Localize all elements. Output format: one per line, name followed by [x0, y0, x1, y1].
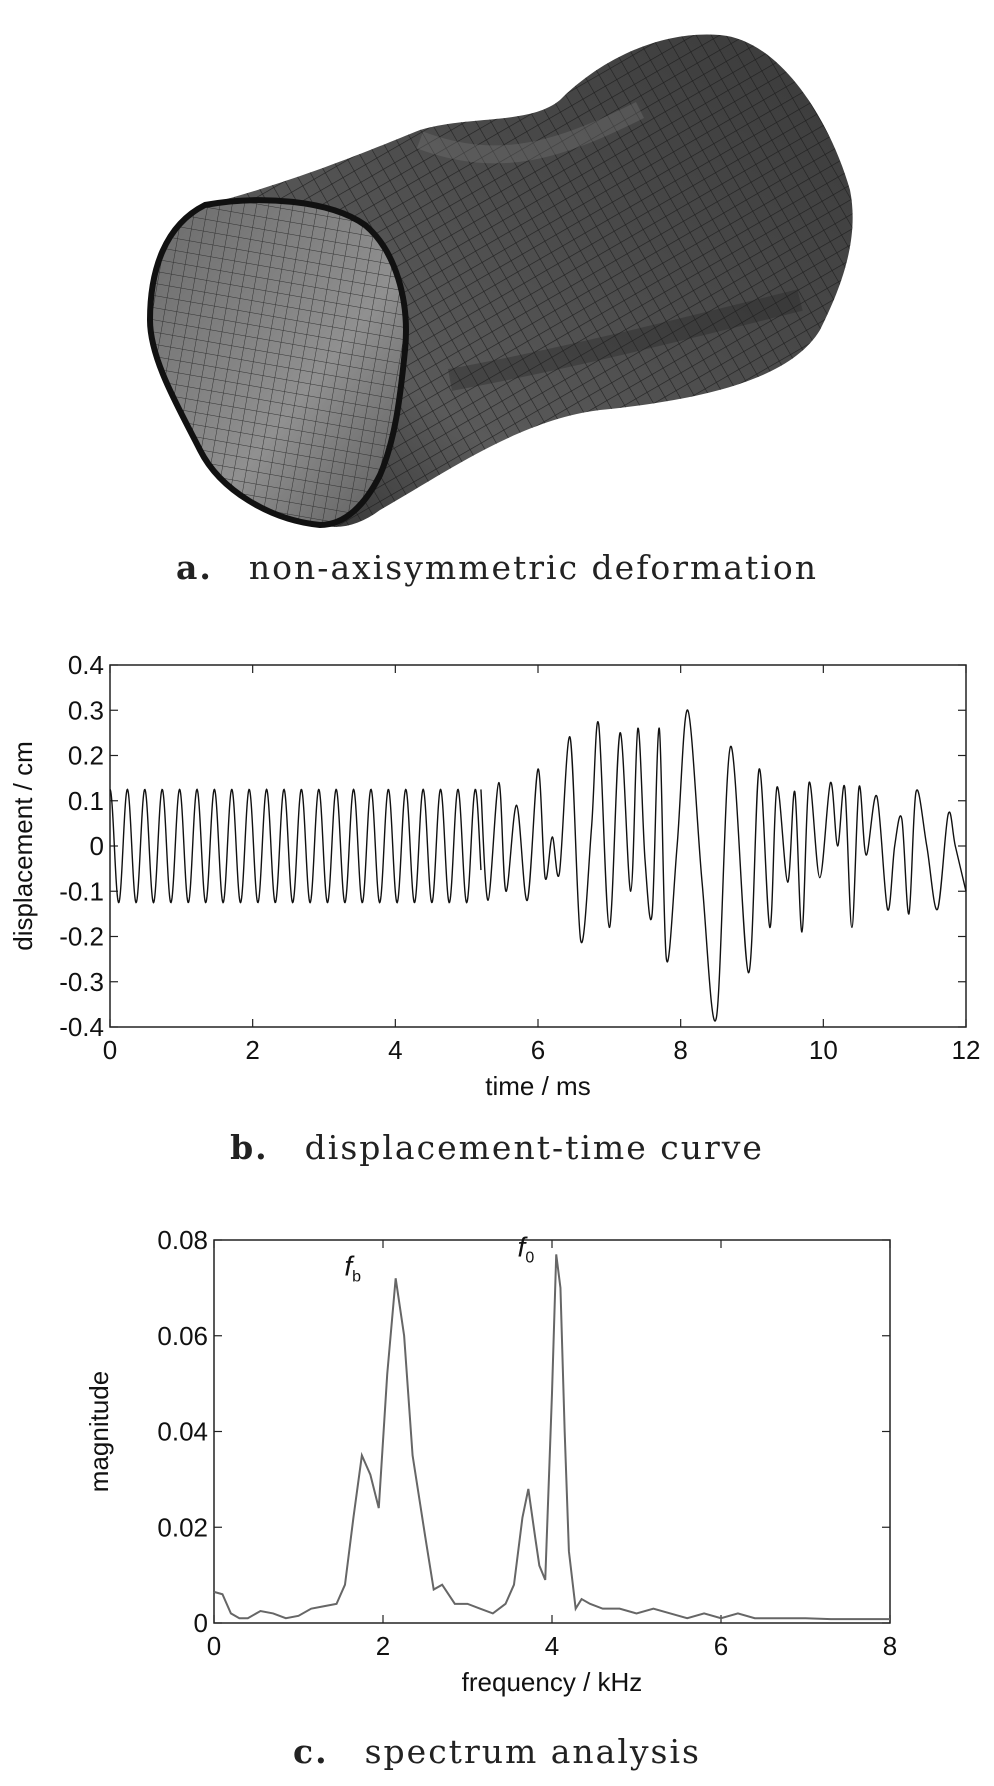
- caption-c-text: spectrum analysis: [364, 1732, 701, 1771]
- c-series-line: [213, 1254, 890, 1621]
- c-xtick-label: 0: [207, 1631, 221, 1661]
- b-xtick-label: 2: [245, 1035, 259, 1065]
- b-series-steady-line: [109, 788, 482, 904]
- caption-c: c. spectrum analysis: [0, 1732, 994, 1771]
- displacement-time-chart: 0 2 4 6 8 10 12 0.4 0.3 0.2 0.1 0 -0.1 -0.2 -0.3 -0.4 ti…: [8, 650, 980, 1101]
- c-plot-area: 0 2 4 6 8 0.08 0.06 0.04 0.02 0 frequency / kHz mag…: [84, 1225, 897, 1697]
- c-xtick-label: 6: [714, 1631, 728, 1661]
- c-annotation-fb: fb: [344, 1251, 361, 1286]
- c-xtick-label: 4: [545, 1631, 559, 1661]
- b-xtick-label: 4: [388, 1035, 402, 1065]
- b-xtick-label: 10: [809, 1035, 838, 1065]
- caption-c-letter: c.: [293, 1732, 329, 1771]
- b-ytick-label: 0.1: [68, 786, 104, 816]
- b-xtick-label: 12: [952, 1035, 981, 1065]
- caption-a-letter: a.: [176, 548, 213, 587]
- c-ytick-label: 0: [194, 1608, 208, 1638]
- c-ytick-label: 0.02: [157, 1512, 208, 1542]
- b-series-transient-line: [480, 709, 967, 1022]
- c-frame: [213, 1239, 891, 1624]
- b-ytick-label: -0.3: [59, 967, 104, 997]
- c-xtick-label: 2: [376, 1631, 390, 1661]
- b-xtick-label: 0: [103, 1035, 117, 1065]
- c-xtick-label: 8: [883, 1631, 897, 1661]
- c-ylabel: magnitude: [84, 1371, 114, 1492]
- b-ylabel: displacement / cm: [8, 741, 38, 951]
- c-ytick-label: 0.04: [157, 1417, 208, 1447]
- caption-a-text: non-axisymmetric deformation: [248, 548, 818, 587]
- caption-b-letter: b.: [230, 1128, 269, 1167]
- caption-b-text: displacement-time curve: [304, 1128, 764, 1167]
- tube-rim: [146, 197, 409, 529]
- b-ytick-label: -0.4: [59, 1012, 104, 1042]
- c-ytick-label: 0.08: [157, 1225, 208, 1255]
- panel-b: 0 2 4 6 8 10 12 0.4 0.3 0.2 0.1 0 -0.1 -0.2 -0.3 -0.4 ti…: [0, 600, 994, 1180]
- b-plot-area: 0 2 4 6 8 10 12 0.4 0.3 0.2 0.1 0 -0.1 -0.2 -0.3 -0.4 ti…: [8, 650, 980, 1101]
- b-xlabel: time / ms: [485, 1071, 590, 1101]
- panel-c: 0 2 4 6 8 0.08 0.06 0.04 0.02 0 frequency / kHz mag…: [0, 1180, 994, 1786]
- c-xlabel: frequency / kHz: [462, 1667, 643, 1697]
- b-ytick-label: 0: [90, 831, 104, 861]
- c-annotation-f0: f0: [518, 1231, 535, 1266]
- b-xtick-label: 6: [531, 1035, 545, 1065]
- b-ytick-label: -0.2: [59, 922, 104, 952]
- b-ytick-label: 0.2: [68, 741, 104, 771]
- caption-b: b. displacement-time curve: [0, 1128, 994, 1167]
- spectrum-chart: 0 2 4 6 8 0.08 0.06 0.04 0.02 0 frequency / kHz mag…: [84, 1225, 897, 1697]
- deformed-tube-illustration: [146, 34, 853, 529]
- caption-a: a. non-axisymmetric deformation: [0, 548, 994, 587]
- b-ytick-label: 0.3: [68, 695, 104, 725]
- b-ytick-label: 0.4: [68, 650, 104, 680]
- c-ytick-label: 0.06: [157, 1321, 208, 1351]
- b-ytick-label: -0.1: [59, 876, 104, 906]
- panel-a: a. non-axisymmetric deformation: [0, 0, 994, 600]
- b-xtick-label: 8: [673, 1035, 687, 1065]
